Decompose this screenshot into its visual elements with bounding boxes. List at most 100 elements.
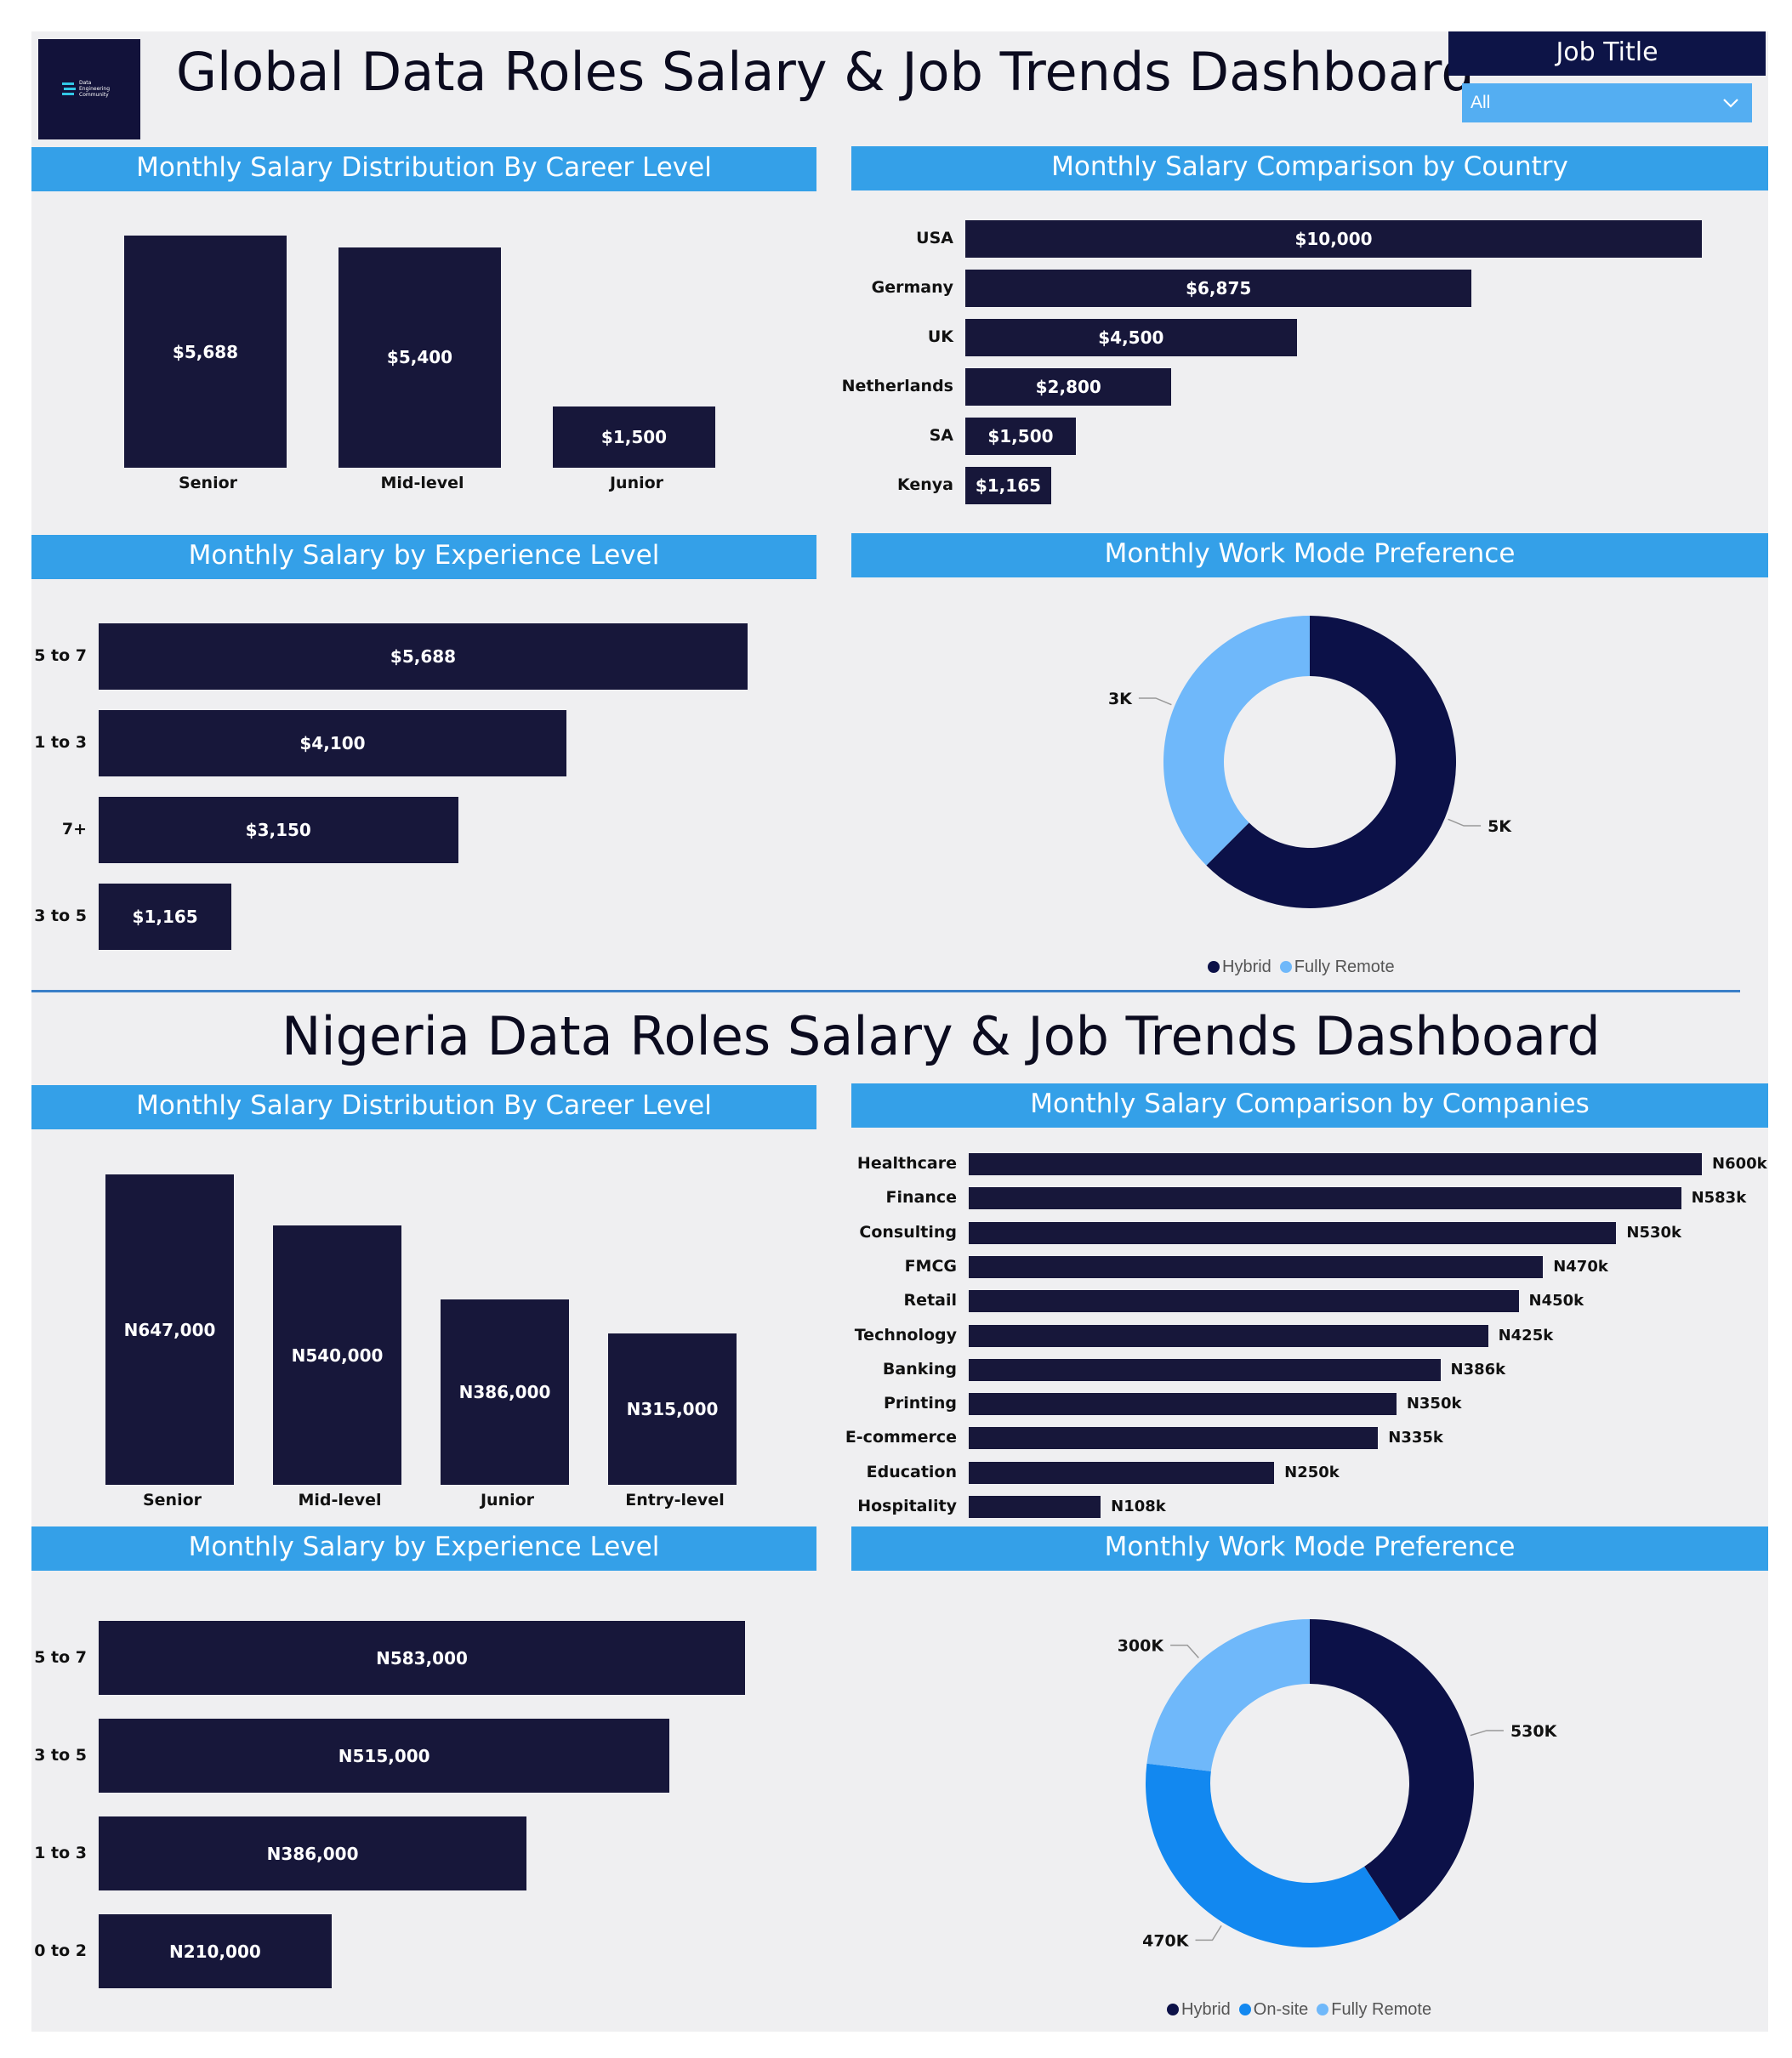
legend-marker [1279,961,1292,973]
logo-mark-icon [62,82,76,95]
n_companies-value-label: N530k [1626,1223,1682,1242]
n_companies-category-label: Healthcare [856,1154,957,1173]
n_experience-category-label: 1 to 3 [34,1843,87,1862]
n_companies-value-label: N108k [1111,1498,1166,1515]
section-divider [31,990,1740,992]
n_companies-value-label: N250k [1284,1463,1340,1481]
global-workmode-banner: Monthly Work Mode Preference [851,533,1768,577]
n_companies-category-label: Hospitality [857,1497,957,1515]
n_companies-value-label: N425k [1498,1326,1554,1345]
job-title-dropdown-value: All [1471,93,1491,112]
g_country-bar-6: $1,165 [965,467,1051,504]
n_companies-value-label: N350k [1406,1395,1462,1413]
n_career-category-label: Mid-level [298,1491,382,1509]
n_companies-category-label: Banking [882,1359,957,1379]
n_companies-value-label: N583k [1691,1189,1747,1208]
n_companies-value-label: N470k [1553,1257,1608,1276]
g_experience-category-label: 7+ [61,820,87,839]
n_companies-value-label: N600k [1712,1155,1767,1173]
legend-marker [1208,961,1220,973]
n_workmode-legend-item: On-site [1238,2000,1309,2019]
g_experience-bar-3: $3,150 [99,797,458,863]
legend-label: Fully Remote [1331,2000,1432,2019]
n_experience-bar-3: N386,000 [99,1816,527,1890]
global-country-banner: Monthly Salary Comparison by Country [851,146,1768,190]
n_companies-category-label: FMCG [904,1256,957,1276]
job-title-dropdown[interactable]: All [1462,83,1752,122]
n_experience-category-label: 0 to 2 [34,1941,87,1960]
n_career-bar-3: N386,000 [441,1299,569,1485]
n_companies-value-label: N450k [1528,1292,1584,1310]
g_experience-category-label: 1 to 3 [34,733,87,752]
g_country-category-label: Netherlands [841,377,953,395]
logo-line-3: Community [79,92,109,98]
g_career-category-label: Mid-level [380,474,464,492]
n_companies-category-label: Education [866,1462,957,1481]
g_country-bar-3: $4,500 [965,319,1297,356]
g_country-category-label: USA [916,229,953,247]
n_career-bar-2: N540,000 [273,1225,401,1485]
n_career-category-label: Senior [142,1491,202,1509]
legend-marker [1167,2004,1179,2015]
legend-label: Hybrid [1181,2000,1231,2019]
g_country-category-label: Germany [871,278,953,297]
n_companies-bar-10 [969,1461,1275,1484]
n_workmode-legend: Hybrid On-site Fully Remote [1167,2000,1440,2020]
n_career-category-label: Junior [480,1491,535,1509]
legend-label: Fully Remote [1294,958,1395,976]
legend-label: Hybrid [1222,958,1271,976]
n_experience-bar-4: N210,000 [99,1914,332,1988]
n_companies-bar-11 [969,1496,1101,1518]
g_experience-bar-2: $4,100 [99,710,566,776]
g_workmode-legend-item: Fully Remote [1279,958,1395,976]
n_companies-category-label: Printing [883,1394,957,1413]
n_companies-bar-3 [969,1221,1617,1244]
g_career-category-label: Senior [178,474,238,492]
chevron-down-icon [1721,83,1740,137]
g_country-category-label: UK [927,327,953,346]
nigeria-dashboard-title: Nigeria Data Roles Salary & Job Trends D… [282,1005,1601,1067]
g_workmode-legend: Hybrid Fully Remote [1208,958,1403,977]
g_country-bar-4: $2,800 [965,368,1172,406]
nigeria-career-banner: Monthly Salary Distribution By Career Le… [31,1085,816,1129]
n_companies-value-label: N386k [1450,1360,1506,1379]
global-career-banner: Monthly Salary Distribution By Career Le… [31,147,816,191]
n_companies-value-label: N335k [1388,1429,1443,1447]
legend-marker [1238,2004,1251,2015]
g_experience-bar-1: $5,688 [99,623,748,690]
g_workmode-legend-item: Hybrid [1208,958,1271,976]
n_experience-category-label: 3 to 5 [34,1745,87,1765]
g_career-bar-3: $1,500 [553,406,715,468]
g_experience-bar-4: $1,165 [99,884,232,950]
n_career-bar-1: N647,000 [105,1174,234,1485]
n_experience-bar-2: N515,000 [99,1719,670,1793]
n_experience-category-label: 5 to 7 [34,1647,87,1667]
n_companies-category-label: E-commerce [845,1428,957,1447]
n_companies-category-label: Technology [854,1325,957,1345]
g_experience-category-label: 5 to 7 [34,646,87,665]
n_companies-bar-6 [969,1324,1488,1347]
dashboard-canvas [31,31,1768,2032]
n_experience-bar-1: N583,000 [99,1621,745,1695]
g_career-bar-2: $5,400 [338,247,501,468]
g_country-category-label: SA [929,426,953,445]
n_companies-bar-9 [969,1427,1379,1450]
legend-label: On-site [1253,2000,1309,2019]
n_career-bar-4: N315,000 [608,1333,737,1485]
logo: Data Engineering Community [38,39,140,139]
g_career-category-label: Junior [609,474,664,492]
nigeria-workmode-banner: Monthly Work Mode Preference [851,1526,1768,1571]
n_companies-category-label: Finance [885,1188,957,1208]
g_country-bar-2: $6,875 [965,270,1472,307]
n_companies-bar-5 [969,1290,1519,1313]
n_companies-bar-7 [969,1358,1441,1381]
n_companies-bar-8 [969,1393,1397,1416]
n_companies-category-label: Retail [903,1291,957,1310]
logo-line-1: Data [79,80,92,86]
n_companies-category-label: Consulting [859,1222,957,1242]
n_workmode-legend-item: Hybrid [1167,2000,1231,2019]
nigeria-experience-banner: Monthly Salary by Experience Level [31,1526,816,1571]
nigeria-companies-banner: Monthly Salary Comparison by Companies [851,1083,1768,1128]
n_companies-bar-1 [969,1153,1702,1175]
g_experience-category-label: 3 to 5 [34,907,87,925]
